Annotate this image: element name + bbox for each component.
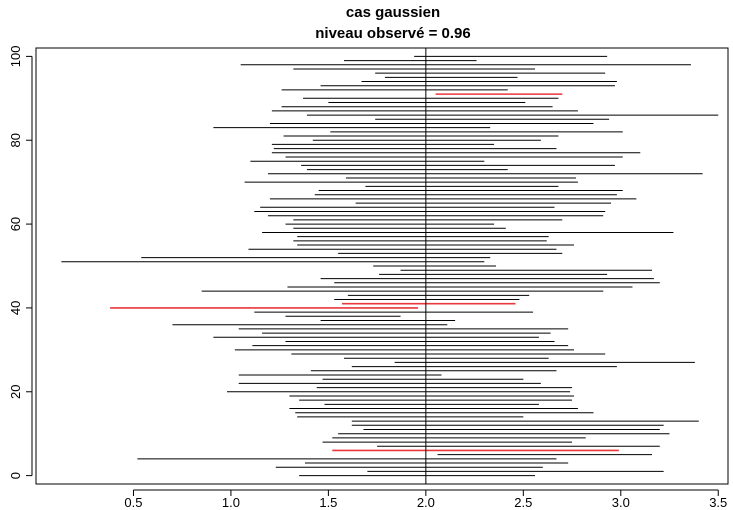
x-tick-label: 2.5: [514, 495, 532, 510]
y-tick-label: 0: [8, 472, 23, 479]
x-tick-label: 2.0: [417, 495, 435, 510]
chart-title: cas gaussien: [346, 4, 440, 21]
x-axis: 0.5 1.0 1.5 2.0 2.5 3.0 3.5: [124, 489, 727, 510]
chart-subtitle: niveau observé = 0.96: [315, 25, 471, 42]
plot-frame: [35, 47, 729, 485]
y-axis: 0 20 40 60 80 100: [8, 46, 33, 479]
interval-series: [61, 55, 719, 477]
x-tick-label: 1.5: [319, 495, 337, 510]
y-tick-label: 100: [8, 46, 23, 68]
y-tick-label: 20: [8, 385, 23, 399]
y-tick-label: 80: [8, 133, 23, 147]
x-tick-label: 1.0: [222, 495, 240, 510]
y-tick-label: 60: [8, 217, 23, 231]
x-tick-label: 3.5: [709, 495, 727, 510]
y-tick-label: 40: [8, 301, 23, 315]
x-tick-label: 3.0: [612, 495, 630, 510]
x-tick-label: 0.5: [124, 495, 142, 510]
